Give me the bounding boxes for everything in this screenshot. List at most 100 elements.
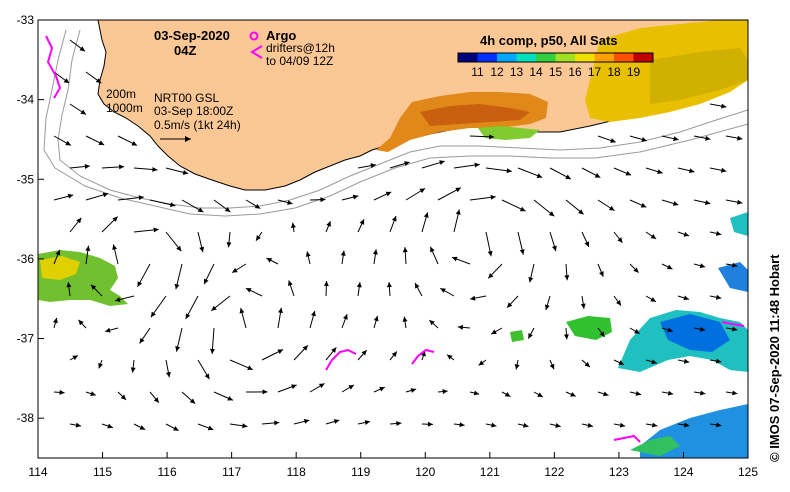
current-vector-head xyxy=(666,264,673,270)
current-vector-head xyxy=(447,354,453,360)
product-label: NRT00 GSL xyxy=(154,91,219,105)
current-vector-head xyxy=(429,320,435,326)
current-vector-head xyxy=(635,391,642,396)
isobath-1000m-label: 1000m xyxy=(106,101,143,115)
current-vector-head xyxy=(386,282,392,288)
current-vector-head xyxy=(430,246,435,253)
current-vector-head xyxy=(491,329,497,335)
lat-tick-label: -36 xyxy=(17,252,35,266)
current-vector-head xyxy=(361,350,367,356)
current-vector-head xyxy=(704,200,711,206)
current-vector-head xyxy=(343,314,348,320)
current-vector-head xyxy=(63,78,70,84)
current-vector-head xyxy=(311,310,316,317)
map-axes: 114 115 116 117 118 119 120 121 122 123 124 125 -33 -… xyxy=(17,13,759,479)
current-vector-head xyxy=(578,209,584,215)
colorbar-tick-label: 14 xyxy=(529,65,543,79)
isobath-1000m xyxy=(43,29,748,217)
sst-patch-coast-3 xyxy=(478,126,540,140)
current-vector-head xyxy=(55,249,61,256)
lat-tick-label: -38 xyxy=(17,411,35,425)
current-vector-head xyxy=(689,168,695,174)
current-vector-head xyxy=(528,276,534,283)
isobath-200m xyxy=(57,29,748,209)
current-vector-head xyxy=(90,391,96,397)
colorbar-tick-label: 19 xyxy=(627,65,641,79)
current-vector-head xyxy=(459,422,465,428)
current-vector-head xyxy=(65,140,71,146)
current-vector-head xyxy=(75,422,82,428)
current-vector-head xyxy=(256,235,261,241)
current-vector-head xyxy=(204,278,209,285)
current-vector-head xyxy=(266,258,273,263)
current-vector-head xyxy=(537,392,543,397)
current-vector-head xyxy=(599,271,604,277)
current-vector-head xyxy=(672,201,679,206)
current-vector-head xyxy=(372,249,378,255)
current-vector-head xyxy=(634,328,640,334)
current-vector-head xyxy=(247,365,253,371)
current-vector-head xyxy=(95,78,102,84)
current-vector-head xyxy=(489,134,495,140)
lon-tick-label: 118 xyxy=(287,465,306,479)
current-vector-head xyxy=(245,288,252,293)
current-vector-head xyxy=(705,135,711,141)
current-vector-head xyxy=(470,295,476,301)
colorbar-tick-label: 13 xyxy=(510,65,524,79)
current-vector-head xyxy=(455,187,461,193)
current-vector-head xyxy=(385,191,392,197)
drifter-track xyxy=(721,321,745,327)
current-vector-head xyxy=(563,334,569,340)
current-vector-head xyxy=(232,267,238,273)
current-vector-head xyxy=(326,221,331,227)
current-vector-head xyxy=(174,283,180,290)
current-vector-head xyxy=(169,202,176,208)
current-vector-head xyxy=(352,194,359,200)
current-vector-head xyxy=(651,422,658,428)
current-vector-head xyxy=(53,317,58,324)
sst-patch-east-coast-2 xyxy=(650,48,748,104)
imos-credit: © IMOS 07-Sep-2020 11:48 Hobart xyxy=(767,254,782,462)
current-vector-head xyxy=(415,282,420,289)
current-vector-head xyxy=(114,297,121,302)
drifter-track xyxy=(613,434,641,443)
current-vector-head xyxy=(242,423,248,429)
current-vector-head xyxy=(130,367,136,373)
drifter-marker-icon xyxy=(250,45,263,59)
current-vector-head xyxy=(616,300,622,306)
valid-time-label: 03-Sep 18:00Z xyxy=(154,104,233,118)
current-vector-head xyxy=(226,242,232,248)
drifter-track xyxy=(411,348,435,365)
colorbar-tick-label: 12 xyxy=(490,65,504,79)
current-vector-head xyxy=(333,419,340,424)
current-vector-head xyxy=(427,421,433,427)
current-vector-head xyxy=(262,389,268,395)
current-vector-head xyxy=(523,422,529,428)
current-vector-head xyxy=(80,109,87,115)
velocity-scale-arrowhead xyxy=(185,136,191,142)
current-vector-head xyxy=(105,327,111,333)
current-vector-head xyxy=(699,326,706,332)
current-vector-head xyxy=(348,384,354,390)
plot-frame xyxy=(37,19,749,459)
current-vector-head xyxy=(84,164,90,169)
current-vector-head xyxy=(490,194,496,200)
sst-patch-east-edge-2 xyxy=(718,262,748,292)
velocity-scale-label: 0.5m/s (1kt 24h) xyxy=(154,118,241,132)
lat-tick-label: -35 xyxy=(17,172,35,186)
current-vector-head xyxy=(66,282,72,288)
current-vector-head xyxy=(440,288,446,293)
current-vector-head xyxy=(715,294,722,300)
current-vector-head xyxy=(323,280,329,287)
current-vector-head xyxy=(359,219,365,225)
current-vector-head xyxy=(721,103,727,109)
current-vector-head xyxy=(85,245,91,252)
current-vector-head xyxy=(683,231,690,237)
current-vector-head xyxy=(76,217,82,224)
colorbar-frame xyxy=(457,52,654,63)
current-vector-head xyxy=(373,315,379,322)
current-vector-head xyxy=(514,364,520,370)
current-vector-head xyxy=(587,422,593,428)
current-vector-head xyxy=(207,425,214,431)
current-vector-head xyxy=(650,233,657,239)
